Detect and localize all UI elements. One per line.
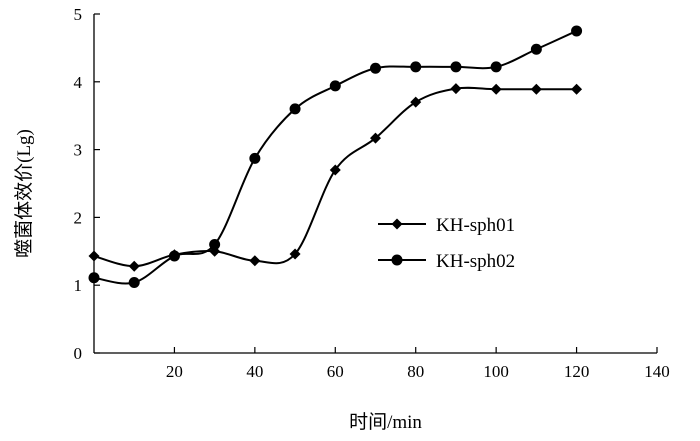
data-point-diamond: [410, 96, 422, 108]
data-point-circle: [329, 80, 341, 92]
data-point-circle: [289, 103, 301, 115]
data-point-circle: [490, 61, 502, 73]
data-point-circle: [168, 250, 180, 262]
legend: KH-sph01 KH-sph02: [378, 215, 515, 272]
x-tick-label: 60: [327, 362, 344, 381]
y-tick-label: 1: [74, 276, 83, 295]
x-tick-label: 40: [246, 362, 263, 381]
data-point-circle: [209, 239, 221, 251]
legend-marker: [391, 218, 403, 230]
series-line: [93, 86, 577, 268]
x-tick-label: 20: [166, 362, 183, 381]
data-point-circle: [530, 43, 542, 55]
data-point-circle: [249, 152, 261, 164]
data-point-circle: [571, 25, 583, 37]
data-point-circle: [88, 272, 100, 284]
series-KH-sph02: [88, 25, 583, 288]
x-axis-title: 时间/min: [349, 411, 422, 433]
legend-label: KH-sph01: [436, 215, 515, 236]
data-point-circle: [128, 276, 140, 288]
data-point-diamond: [530, 83, 542, 95]
y-tick-label: 2: [74, 208, 83, 227]
data-point-circle: [370, 62, 381, 74]
x-tick-label: 100: [483, 362, 509, 381]
data-point-circle: [450, 61, 462, 73]
axes: 0 1 2 3 4 5 20 40 60 80 100 120 140: [74, 5, 670, 381]
data-point-diamond: [490, 83, 502, 95]
legend-marker: [391, 254, 403, 266]
y-axis-title: 噬菌体效价(Lg): [13, 129, 35, 258]
data-point-diamond: [329, 164, 341, 176]
y-tick-label: 5: [74, 5, 83, 24]
data-point-diamond: [249, 255, 261, 267]
data-point-circle: [410, 61, 422, 73]
series-KH-sph01: [88, 83, 583, 272]
y-tick-label: 3: [74, 141, 83, 160]
series-layer: [88, 25, 583, 288]
y-tick-label: 0: [74, 344, 83, 363]
data-point-diamond: [88, 250, 100, 262]
x-tick-label: 80: [407, 362, 424, 381]
data-point-diamond: [128, 260, 140, 272]
y-tick-label: 4: [74, 73, 83, 92]
series-line: [93, 30, 577, 285]
data-point-diamond: [450, 83, 462, 95]
x-tick-label: 140: [644, 362, 670, 381]
legend-label: KH-sph02: [436, 251, 515, 272]
data-point-diamond: [289, 248, 301, 260]
x-tick-label: 120: [564, 362, 590, 381]
data-point-diamond: [370, 132, 381, 144]
data-point-diamond: [571, 83, 583, 95]
